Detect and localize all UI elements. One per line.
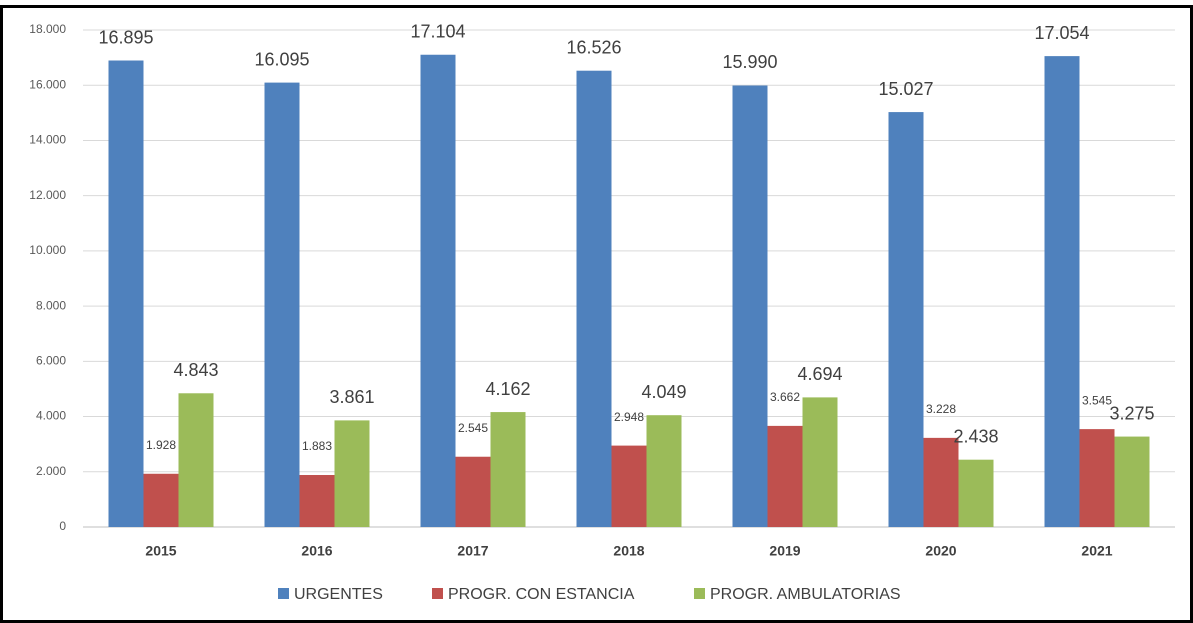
bar	[143, 473, 179, 527]
bar	[1079, 429, 1115, 527]
y-tick-label: 6.000	[36, 354, 66, 368]
data-label: 4.843	[173, 360, 218, 380]
y-tick-label: 16.000	[29, 77, 66, 91]
data-label: 15.990	[722, 52, 777, 72]
x-tick-label: 2015	[145, 543, 176, 559]
x-tick-label: 2019	[769, 543, 800, 559]
y-tick-label: 8.000	[36, 298, 66, 312]
data-label: 1.928	[146, 438, 176, 452]
data-label: 1.883	[302, 439, 332, 453]
data-label: 16.095	[254, 49, 309, 69]
bar	[264, 82, 300, 527]
bar	[420, 54, 456, 527]
y-tick-label: 10.000	[29, 243, 66, 257]
bar	[1044, 56, 1080, 527]
bar	[299, 475, 335, 527]
y-tick-label: 4.000	[36, 409, 66, 423]
bar	[958, 459, 994, 527]
data-label: 3.228	[926, 402, 956, 416]
x-tick-label: 2018	[613, 543, 644, 559]
x-tick-label: 2020	[925, 543, 956, 559]
bar	[732, 85, 768, 527]
data-label: 4.049	[641, 382, 686, 402]
bar	[767, 425, 803, 527]
bar	[888, 112, 924, 527]
data-label: 2.948	[614, 410, 644, 424]
data-label: 17.104	[410, 21, 465, 41]
bar	[611, 445, 647, 527]
bar	[490, 412, 526, 527]
legend-label: PROGR. CON ESTANCIA	[448, 586, 635, 603]
data-label: 4.162	[485, 379, 530, 399]
bar	[646, 415, 682, 527]
y-tick-label: 2.000	[36, 464, 66, 478]
x-tick-label: 2021	[1081, 543, 1112, 559]
legend-swatch	[694, 588, 705, 599]
bar	[334, 420, 370, 527]
data-label: 4.694	[797, 364, 842, 384]
y-tick-label: 18.000	[29, 22, 66, 36]
data-label: 16.895	[98, 27, 153, 47]
data-label: 17.054	[1034, 23, 1089, 43]
y-tick-label: 0	[59, 519, 66, 533]
legend-label: URGENTES	[294, 586, 383, 603]
data-label: 2.545	[458, 421, 488, 435]
data-label: 3.662	[770, 390, 800, 404]
bar	[1114, 436, 1150, 527]
x-tick-label: 2017	[457, 543, 488, 559]
bar	[455, 456, 491, 527]
data-label: 15.027	[878, 79, 933, 99]
bar	[923, 437, 959, 527]
x-tick-label: 2016	[301, 543, 332, 559]
bar	[802, 397, 838, 527]
legend-swatch	[278, 588, 289, 599]
data-label: 16.526	[566, 37, 621, 57]
data-label: 3.861	[329, 387, 374, 407]
bar	[576, 70, 612, 527]
legend-swatch	[432, 588, 443, 599]
data-label: 3.275	[1109, 403, 1154, 423]
bar	[178, 393, 214, 527]
y-tick-label: 14.000	[29, 133, 66, 147]
data-label: 3.545	[1082, 393, 1112, 407]
y-tick-label: 12.000	[29, 188, 66, 202]
data-label: 2.438	[953, 426, 998, 446]
legend-label: PROGR. AMBULATORIAS	[710, 586, 901, 603]
bar	[108, 60, 144, 527]
